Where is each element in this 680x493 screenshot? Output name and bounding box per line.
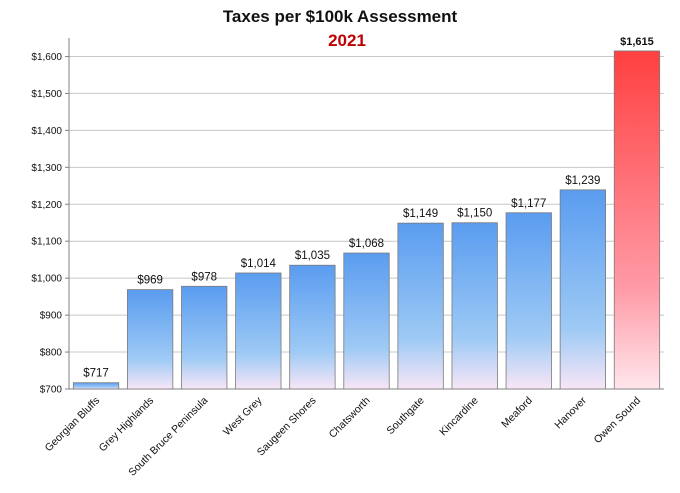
x-tick-label: Saugeen Shores [255, 395, 319, 459]
chart-title: Taxes per $100k Assessment [223, 7, 458, 26]
data-label: $1,150 [457, 208, 492, 220]
chart-subtitle: 2021 [328, 31, 366, 50]
bar-south-bruce-peninsula [181, 285, 228, 390]
data-label: $1,149 [403, 208, 438, 220]
x-tick-label: Grey Highlands [97, 395, 157, 455]
data-label: $969 [137, 275, 163, 287]
bar-owen-sound [613, 50, 661, 390]
bar-west-grey [235, 272, 282, 390]
bar-georgian-bluffs [72, 382, 120, 390]
y-tick-label: $1,000 [31, 274, 62, 285]
y-tick-label: $1,300 [31, 163, 62, 174]
y-tick-label: $700 [40, 385, 63, 396]
data-label: $978 [191, 271, 217, 283]
bar-meaford [505, 212, 552, 390]
x-tick-label: West Grey [221, 394, 265, 438]
data-label: $1,177 [511, 198, 546, 210]
x-tick-label: Meaford [499, 395, 535, 431]
x-tick-label: Hanover [552, 394, 589, 431]
data-label: $1,035 [295, 250, 330, 262]
bar-saugeen-shores [289, 264, 336, 390]
y-tick-label: $1,500 [31, 89, 62, 100]
y-tick-label: $1,400 [31, 126, 62, 137]
data-label: $717 [83, 368, 109, 380]
bar-grey-highlands [127, 289, 174, 390]
bar-kincardine [451, 222, 498, 390]
bar-hanover [559, 189, 606, 390]
x-tick-label: Southgate [384, 395, 426, 437]
y-tick-label: $1,600 [31, 52, 62, 63]
y-tick-label: $1,100 [31, 237, 62, 248]
x-tick-label: Owen Sound [592, 395, 644, 447]
y-tick-label: $800 [40, 348, 63, 359]
data-label: $1,615 [620, 36, 654, 48]
data-label: $1,068 [349, 238, 384, 250]
data-label: $1,239 [565, 175, 600, 187]
data-label: $1,014 [241, 258, 277, 270]
x-tick-label: Georgian Bluffs [43, 395, 103, 455]
y-tick-label: $900 [40, 311, 63, 322]
x-tick-label: Kincardine [437, 395, 481, 439]
bar-southgate [397, 222, 444, 390]
y-tick-label: $1,200 [31, 200, 62, 211]
x-tick-label: Chatsworth [327, 395, 373, 441]
bar-chatsworth [343, 252, 390, 390]
